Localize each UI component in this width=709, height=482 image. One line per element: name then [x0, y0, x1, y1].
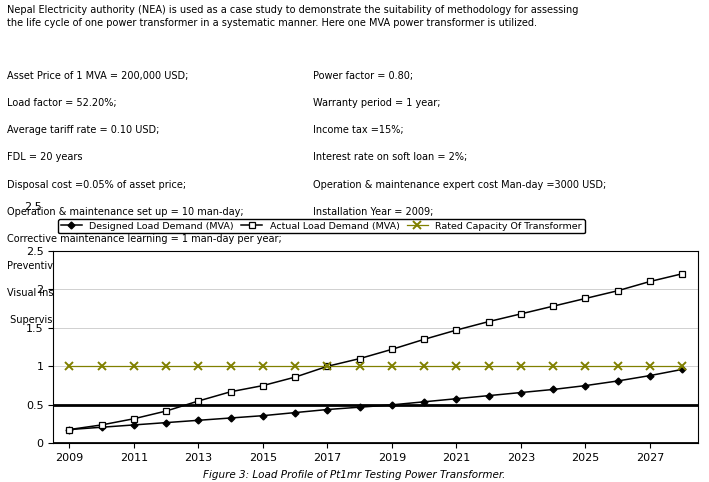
- Actual Load Demand (MVA): [646, 279, 654, 284]
- Rated Capacity Of Transformer: [291, 363, 299, 369]
- Text: Asset Price of 1 MVA = 200,000 USD;: Asset Price of 1 MVA = 200,000 USD;: [7, 71, 189, 81]
- Rated Capacity Of Transformer: [194, 363, 203, 369]
- Text: Power factor = 0.80;: Power factor = 0.80;: [313, 71, 413, 81]
- Designed Load Demand (MVA): [549, 387, 557, 392]
- Text: Supervisor cost Man-day = 1000 USD: Supervisor cost Man-day = 1000 USD: [7, 315, 194, 325]
- Actual Load Demand (MVA): [130, 416, 138, 422]
- Designed Load Demand (MVA): [130, 422, 138, 428]
- Text: Installation Year = 2009;: Installation Year = 2009;: [313, 207, 433, 217]
- Designed Load Demand (MVA): [517, 389, 525, 395]
- Designed Load Demand (MVA): [613, 378, 622, 384]
- Rated Capacity Of Transformer: [65, 363, 74, 369]
- Rated Capacity Of Transformer: [549, 363, 557, 369]
- Actual Load Demand (MVA): [355, 356, 364, 362]
- Actual Load Demand (MVA): [65, 427, 74, 432]
- Rated Capacity Of Transformer: [162, 363, 170, 369]
- Text: Income tax =15%;: Income tax =15%;: [313, 125, 403, 135]
- Rated Capacity Of Transformer: [420, 363, 428, 369]
- Actual Load Demand (MVA): [581, 295, 590, 301]
- Rated Capacity Of Transformer: [97, 363, 106, 369]
- Line: Designed Load Demand (MVA): Designed Load Demand (MVA): [67, 367, 685, 432]
- Designed Load Demand (MVA): [259, 413, 267, 418]
- Line: Actual Load Demand (MVA): Actual Load Demand (MVA): [66, 270, 686, 433]
- Text: Average tariff rate = 0.10 USD;: Average tariff rate = 0.10 USD;: [7, 125, 160, 135]
- Designed Load Demand (MVA): [678, 366, 686, 372]
- Text: Load factor = 52.20%;: Load factor = 52.20%;: [7, 98, 117, 108]
- Text: Corrective maintenance learning = 1 man-day per year;: Corrective maintenance learning = 1 man-…: [7, 234, 282, 244]
- Text: 2.5: 2.5: [24, 202, 42, 213]
- Text: Operation & maintenance set up = 10 man-day;: Operation & maintenance set up = 10 man-…: [7, 207, 244, 217]
- Designed Load Demand (MVA): [420, 399, 428, 405]
- Text: Warranty period = 1 year;: Warranty period = 1 year;: [313, 98, 440, 108]
- Actual Load Demand (MVA): [613, 288, 622, 294]
- Designed Load Demand (MVA): [355, 404, 364, 410]
- Actual Load Demand (MVA): [420, 336, 428, 342]
- Designed Load Demand (MVA): [388, 402, 396, 408]
- Designed Load Demand (MVA): [452, 396, 461, 402]
- Designed Load Demand (MVA): [65, 427, 74, 432]
- Text: Interest rate on soft loan = 2%;: Interest rate on soft loan = 2%;: [313, 152, 467, 162]
- Legend: Designed Load Demand (MVA), Actual Load Demand (MVA), Rated Capacity Of Transfor: Designed Load Demand (MVA), Actual Load …: [58, 219, 585, 233]
- Text: Disposal cost =0.05% of asset price;: Disposal cost =0.05% of asset price;: [7, 180, 186, 189]
- Actual Load Demand (MVA): [388, 347, 396, 352]
- Actual Load Demand (MVA): [484, 319, 493, 324]
- Rated Capacity Of Transformer: [678, 363, 686, 369]
- Text: Preventive maintenance learning = 1 man-day per year;: Preventive maintenance learning = 1 man-…: [7, 261, 284, 271]
- Text: Visual inspection learning = 1 man-day per year and: Visual inspection learning = 1 man-day p…: [7, 288, 266, 298]
- Actual Load Demand (MVA): [517, 311, 525, 317]
- Rated Capacity Of Transformer: [130, 363, 138, 369]
- Rated Capacity Of Transformer: [581, 363, 590, 369]
- Actual Load Demand (MVA): [678, 271, 686, 277]
- Rated Capacity Of Transformer: [452, 363, 461, 369]
- Actual Load Demand (MVA): [323, 363, 332, 369]
- Rated Capacity Of Transformer: [355, 363, 364, 369]
- Actual Load Demand (MVA): [97, 422, 106, 428]
- Actual Load Demand (MVA): [452, 327, 461, 333]
- Rated Capacity Of Transformer: [259, 363, 267, 369]
- Designed Load Demand (MVA): [646, 373, 654, 378]
- Actual Load Demand (MVA): [194, 398, 203, 404]
- Designed Load Demand (MVA): [484, 393, 493, 399]
- Designed Load Demand (MVA): [97, 424, 106, 430]
- Text: Nepal Electricity authority (NEA) is used as a case study to demonstrate the sui: Nepal Electricity authority (NEA) is use…: [7, 5, 579, 28]
- Rated Capacity Of Transformer: [226, 363, 235, 369]
- Actual Load Demand (MVA): [162, 408, 170, 414]
- Rated Capacity Of Transformer: [613, 363, 622, 369]
- Text: Operation & maintenance expert cost Man-day =3000 USD;: Operation & maintenance expert cost Man-…: [313, 180, 606, 189]
- Designed Load Demand (MVA): [581, 383, 590, 388]
- Designed Load Demand (MVA): [162, 420, 170, 426]
- Designed Load Demand (MVA): [194, 417, 203, 423]
- Actual Load Demand (MVA): [226, 389, 235, 395]
- Text: FDL = 20 years: FDL = 20 years: [7, 152, 82, 162]
- Rated Capacity Of Transformer: [517, 363, 525, 369]
- Actual Load Demand (MVA): [259, 383, 267, 388]
- Designed Load Demand (MVA): [291, 410, 299, 415]
- Text: Figure 3: Load Profile of Pt1mr Testing Power Transformer.: Figure 3: Load Profile of Pt1mr Testing …: [203, 469, 506, 480]
- Designed Load Demand (MVA): [226, 415, 235, 421]
- Rated Capacity Of Transformer: [388, 363, 396, 369]
- Rated Capacity Of Transformer: [484, 363, 493, 369]
- Rated Capacity Of Transformer: [323, 363, 332, 369]
- Line: Rated Capacity Of Transformer: Rated Capacity Of Transformer: [65, 362, 686, 370]
- Actual Load Demand (MVA): [549, 303, 557, 309]
- Actual Load Demand (MVA): [291, 374, 299, 380]
- Rated Capacity Of Transformer: [646, 363, 654, 369]
- Designed Load Demand (MVA): [323, 407, 332, 413]
